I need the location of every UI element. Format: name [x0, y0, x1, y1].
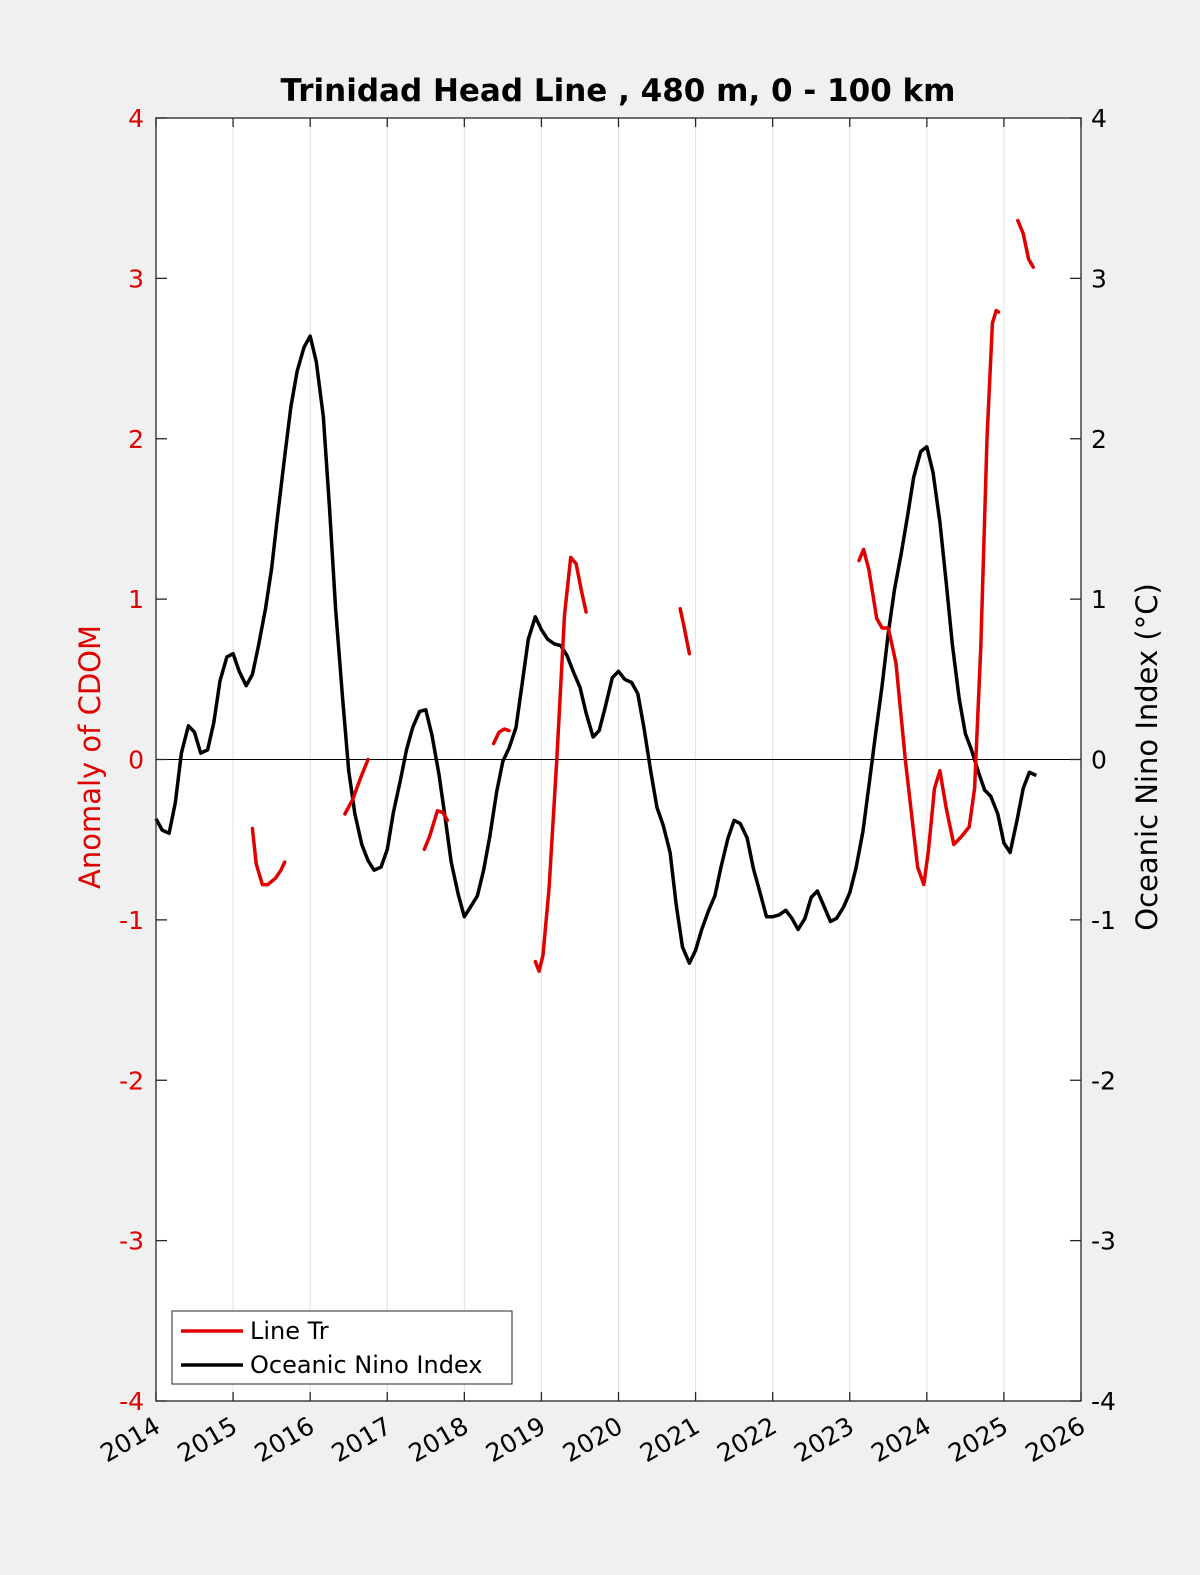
cdom-series-segment — [857, 308, 1001, 887]
legend-label-oni: Oceanic Nino Index — [250, 1351, 482, 1379]
y-right-tick-label: 3 — [1091, 264, 1107, 293]
y-right-tick-label: -4 — [1091, 1387, 1116, 1416]
cdom-series-segment — [1016, 218, 1035, 269]
y-left-tick-label: -4 — [119, 1387, 144, 1416]
y-axis-left-label: Anomaly of CDOM — [73, 625, 107, 889]
y-axis-right-label: Oceanic Nino Index (°C) — [1130, 583, 1164, 931]
cdom-series-segment — [678, 606, 692, 656]
y-left-tick-label: 1 — [128, 585, 144, 614]
y-left-tick-label: 3 — [128, 264, 144, 293]
y-right-tick-label: 4 — [1091, 104, 1107, 133]
y-right-tick-label: 1 — [1091, 585, 1107, 614]
chart-title: Trinidad Head Line , 480 m, 0 - 100 km — [281, 73, 956, 109]
y-right-tick-label: -1 — [1091, 906, 1116, 935]
y-right-tick-label: 0 — [1091, 746, 1107, 775]
y-left-tick-label: 2 — [128, 425, 144, 454]
series-layer — [154, 218, 1038, 973]
y-right-tick-label: 2 — [1091, 425, 1107, 454]
cdom-series-segment — [343, 757, 370, 816]
cdom-series-segment — [533, 555, 588, 973]
cdom-series-segment — [491, 727, 511, 746]
cdom-series-segment — [250, 826, 287, 887]
legend: Line Tr Oceanic Nino Index — [171, 1310, 513, 1385]
y-right-tick-label: -3 — [1091, 1227, 1116, 1256]
legend-box — [171, 1310, 513, 1385]
y-left-tick-label: -1 — [119, 906, 144, 935]
y-right-tick-label: -2 — [1091, 1066, 1116, 1095]
y-left-tick-label: 0 — [128, 746, 144, 775]
legend-label-cdom: Line Tr — [250, 1317, 329, 1345]
tick-layer — [155, 117, 1082, 1402]
y-left-tick-label: -3 — [119, 1227, 144, 1256]
tick-label-layer: 2014 2015 2016 2017 2018 2019 2020 2021 2022 2023… — [95, 104, 1116, 1468]
cdom-series-segment — [422, 809, 450, 852]
y-left-tick-label: -2 — [119, 1066, 144, 1095]
y-left-tick-label: 4 — [128, 104, 144, 133]
oni-series-line — [154, 334, 1038, 965]
